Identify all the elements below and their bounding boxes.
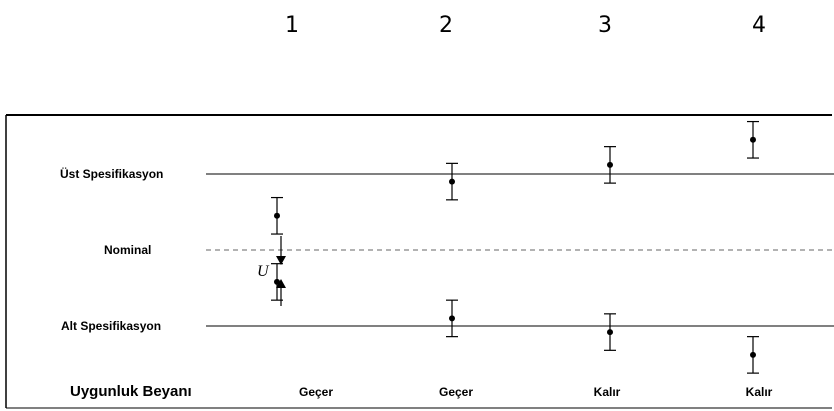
measurement-3-upper: [604, 146, 616, 184]
measurement-point: [274, 212, 280, 219]
measurement-point: [607, 161, 613, 168]
measurement-point: [449, 178, 455, 185]
measurement-1-upper: [271, 196, 283, 235]
measurements-layer: [271, 120, 759, 374]
measurement-3-lower: [604, 313, 616, 351]
uncertainty-indicator: [276, 236, 286, 306]
measurement-2-upper: [446, 162, 458, 201]
case-number-3: 3: [598, 13, 612, 38]
uncertainty-arrow-up-head: [276, 279, 286, 288]
verdict-4: Kalır: [746, 385, 773, 399]
verdict-1: Geçer: [299, 385, 333, 399]
uncertainty-arrow-down-head: [276, 256, 286, 265]
measurement-point: [750, 351, 756, 358]
verdict-3: Kalır: [594, 385, 621, 399]
measurement-2-lower: [446, 299, 458, 338]
case-number-2: 2: [439, 13, 453, 38]
measurement-1-lower: [271, 263, 283, 301]
verdict-2: Geçer: [439, 385, 473, 399]
nominal-label: Nominal: [104, 243, 151, 257]
lower-spec-label: Alt Spesifikasyon: [61, 319, 161, 333]
measurement-point: [449, 315, 455, 322]
measurement-point: [274, 278, 280, 285]
case-number-4: 4: [752, 13, 766, 38]
measurement-point: [750, 136, 756, 143]
conformity-declaration-label: Uygunluk Beyanı: [70, 383, 192, 400]
upper-spec-label: Üst Spesifikasyon: [60, 166, 163, 181]
measurement-4-upper: [747, 120, 759, 159]
uncertainty-symbol: U: [257, 263, 270, 280]
measurement-4-lower: [747, 336, 759, 374]
case-number-1: 1: [285, 13, 299, 38]
measurement-point: [607, 329, 613, 336]
